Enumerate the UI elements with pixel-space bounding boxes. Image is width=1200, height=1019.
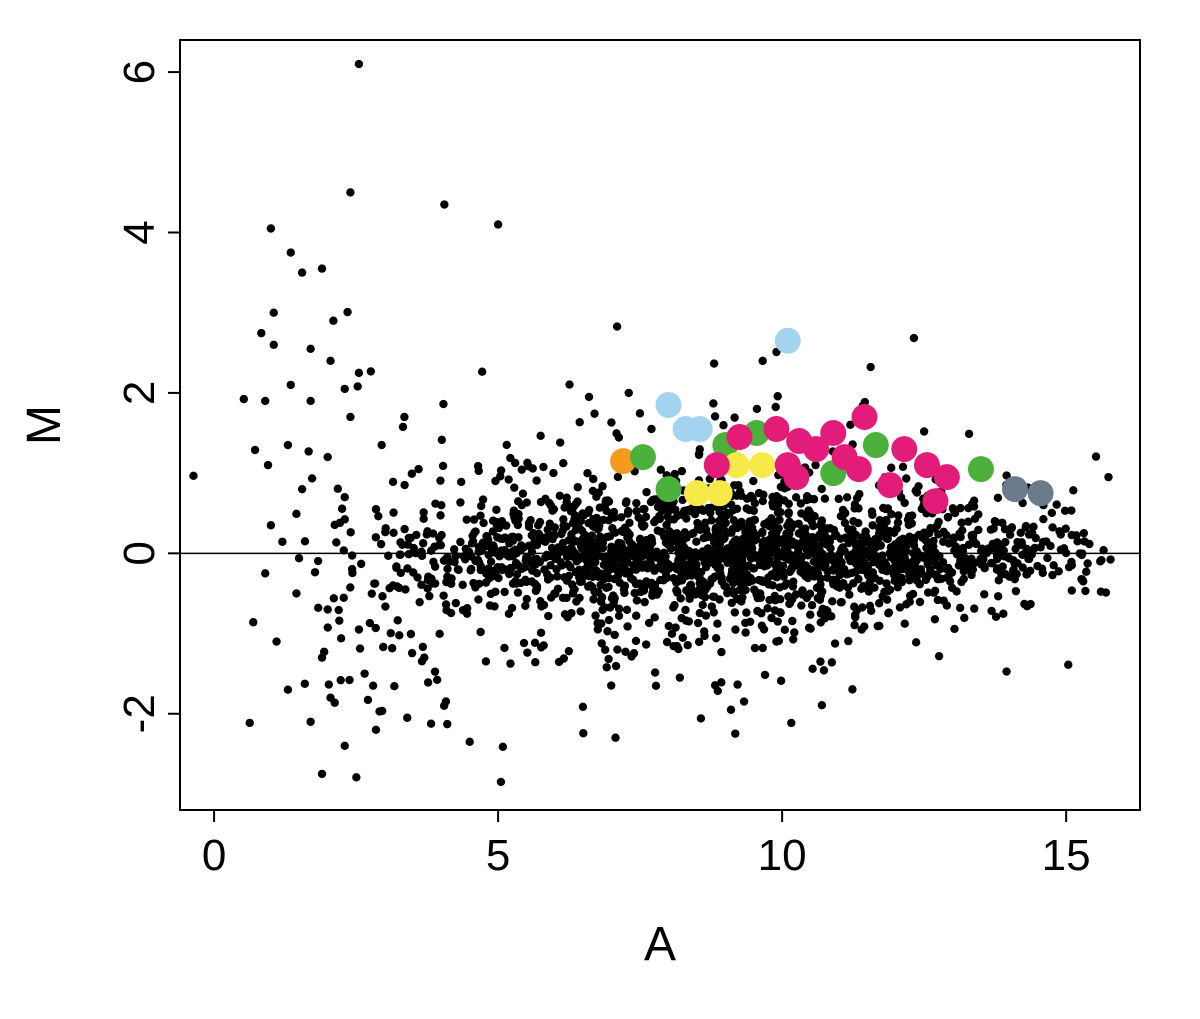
x-tick-label: 10 bbox=[758, 831, 807, 880]
y-tick-label: -2 bbox=[115, 694, 164, 733]
x-tick-label: 15 bbox=[1042, 831, 1091, 880]
x-axis-label: A bbox=[644, 918, 676, 971]
y-tick-label: 2 bbox=[115, 381, 164, 405]
ma-scatter-plot: 0 5 10 15 -2 0 2 4 6 A M bbox=[0, 0, 1200, 1019]
y-axis-label: M bbox=[18, 405, 71, 445]
x-tick-label: 0 bbox=[202, 831, 226, 880]
x-tick-label: 5 bbox=[486, 831, 510, 880]
ma-plot-container: { "chart": { "type": "scatter", "width_p… bbox=[0, 0, 1200, 1019]
y-tick-label: 0 bbox=[115, 541, 164, 565]
y-tick-label: 4 bbox=[115, 220, 164, 244]
y-tick-label: 6 bbox=[115, 60, 164, 84]
